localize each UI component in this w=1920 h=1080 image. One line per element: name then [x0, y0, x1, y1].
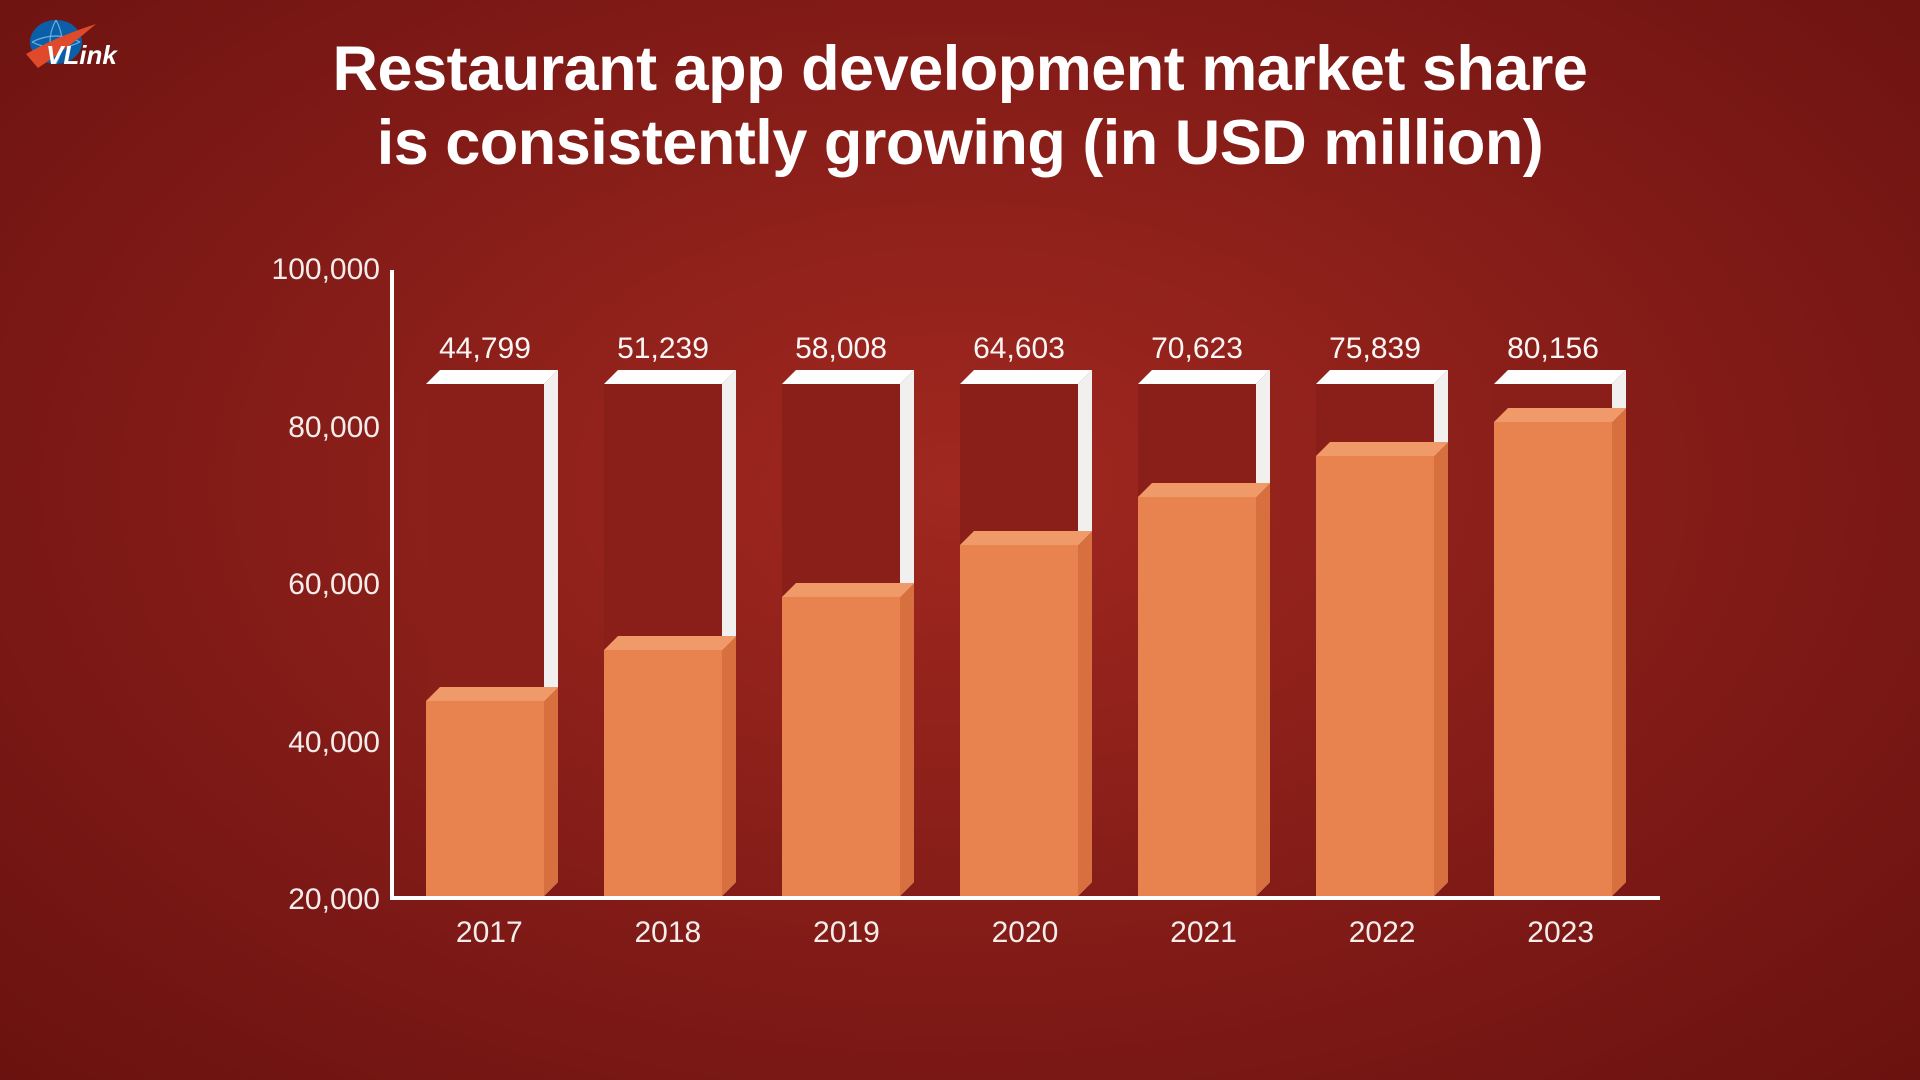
x-tick-label: 2018	[593, 916, 743, 950]
y-tick-label: 20,000	[288, 883, 380, 917]
x-axis: 2017 2018 2019 2020 2021 2022 2023	[390, 906, 1660, 950]
x-tick-label: 2022	[1307, 916, 1457, 950]
bar-value-label: 80,156	[1507, 332, 1599, 366]
bar-fill-top	[1316, 442, 1448, 456]
bar-slot: 75,839	[1308, 270, 1458, 896]
bar-value-label: 58,008	[795, 332, 887, 366]
title-line-2: is consistently growing (in USD million)	[0, 106, 1920, 180]
bar-fill-side	[544, 687, 558, 896]
bar-fill-front	[1316, 456, 1434, 896]
x-tick-label: 2023	[1486, 916, 1636, 950]
bar-fill-top	[1138, 483, 1270, 497]
bar-fill-front	[960, 545, 1078, 896]
bar-value-label: 51,239	[617, 332, 709, 366]
bar-value-label: 70,623	[1151, 332, 1243, 366]
bar-fill-side	[1256, 483, 1270, 896]
x-tick-label: 2021	[1129, 916, 1279, 950]
x-tick-label: 2019	[771, 916, 921, 950]
bar-container-top	[960, 370, 1092, 384]
bar-fill-front	[1494, 422, 1612, 896]
bar-fill-side	[1078, 531, 1092, 896]
bar-slot: 51,239	[596, 270, 746, 896]
bar-fill-front	[782, 597, 900, 896]
bar-container-top	[604, 370, 736, 384]
bar-slot: 58,008	[774, 270, 924, 896]
bar-container-top	[1494, 370, 1626, 384]
y-axis: 20,00040,00060,00080,000100,000	[250, 270, 380, 900]
chart-title: Restaurant app development market share …	[0, 32, 1920, 181]
bar-fill-side	[1434, 442, 1448, 896]
bar-slot: 64,603	[952, 270, 1102, 896]
bar-container-top	[1316, 370, 1448, 384]
bars-container: 44,799 51,239 58,008 64,603 70,623 75,839 80,1…	[394, 270, 1660, 896]
bar-fill-top	[960, 531, 1092, 545]
bar-container-top	[426, 370, 558, 384]
bar-fill-front	[1138, 497, 1256, 896]
y-tick-label: 80,000	[288, 411, 380, 445]
bar-fill-top	[426, 687, 558, 701]
plot-area: 44,799 51,239 58,008 64,603 70,623 75,839 80,1…	[390, 270, 1660, 900]
bar-value-label: 75,839	[1329, 332, 1421, 366]
x-tick-label: 2017	[414, 916, 564, 950]
bar-fill-top	[782, 583, 914, 597]
bar-value-label: 44,799	[439, 332, 531, 366]
y-tick-label: 100,000	[272, 253, 380, 287]
y-tick-label: 60,000	[288, 568, 380, 602]
bar-fill-top	[1494, 408, 1626, 422]
bar-slot: 80,156	[1486, 270, 1636, 896]
bar-slot: 44,799	[418, 270, 568, 896]
bar-chart: 20,00040,00060,00080,000100,000 44,79951…	[260, 270, 1660, 970]
bar-fill-side	[1612, 408, 1626, 896]
bar-slot: 70,623	[1130, 270, 1280, 896]
bar-fill-side	[722, 636, 736, 896]
y-tick-label: 40,000	[288, 726, 380, 760]
bar-container-top	[1138, 370, 1270, 384]
bar-container-top	[782, 370, 914, 384]
x-tick-label: 2020	[950, 916, 1100, 950]
bar-fill-front	[604, 650, 722, 896]
bar-value-label: 64,603	[973, 332, 1065, 366]
bar-fill-top	[604, 636, 736, 650]
title-line-1: Restaurant app development market share	[0, 32, 1920, 106]
bar-fill-side	[900, 583, 914, 896]
bar-fill-front	[426, 701, 544, 896]
